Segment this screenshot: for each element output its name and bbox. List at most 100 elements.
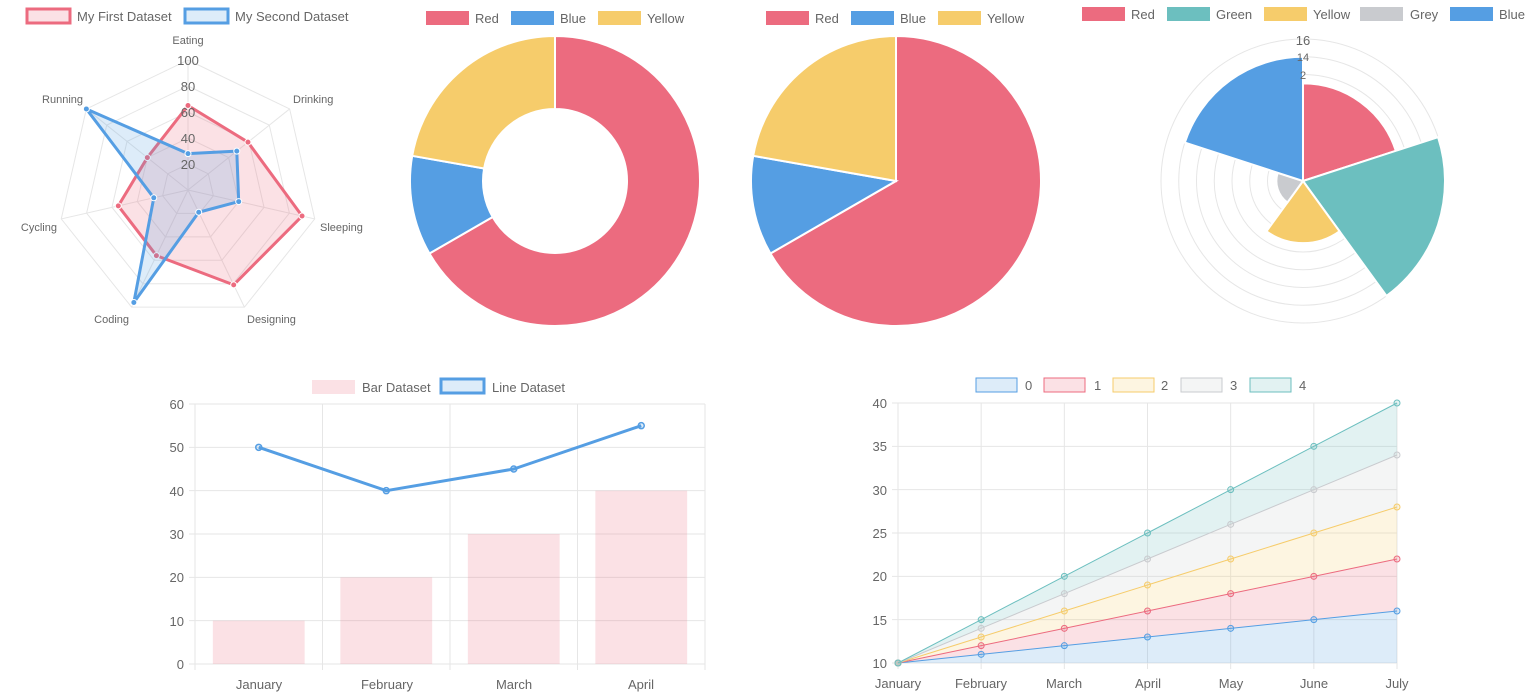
stacked-area-chart: 0 1 2 3 4 10 15 20 25 30 35 40 January F… [873, 377, 1409, 691]
legend-label-red[interactable]: Red [815, 11, 839, 26]
legend-swatch-3[interactable] [1180, 377, 1223, 393]
y-tick-40: 40 [873, 396, 887, 411]
radar-point-labels: Eating Drinking Sleeping Designing Codin… [21, 35, 363, 326]
legend-swatch-1[interactable] [1043, 377, 1086, 393]
radar-label-sleeping: Sleeping [320, 222, 363, 234]
bar-line-chart: Bar Dataset Line Dataset 0 10 20 30 40 5… [170, 377, 706, 692]
bar-january [212, 620, 305, 664]
area-point-4 [977, 616, 985, 624]
legend-swatch-0[interactable] [975, 377, 1018, 393]
legend-label-yellow[interactable]: Yellow [1313, 7, 1351, 22]
area-point-0 [1144, 633, 1151, 641]
bar-march [467, 534, 560, 664]
legend-label-blue[interactable]: Blue [560, 11, 586, 26]
x-tick-april: April [1135, 676, 1161, 691]
legend-label-0[interactable]: 0 [1025, 378, 1032, 393]
radar-spoke [131, 189, 189, 308]
line-dataset-path [258, 424, 642, 493]
area-point-3 [977, 624, 985, 632]
radar-chart: My First Dataset My Second Dataset 20 40… [21, 7, 363, 326]
legend-swatch-line-dataset[interactable] [439, 377, 486, 395]
legend-label-4[interactable]: 4 [1299, 378, 1306, 393]
polar-tick-14: 14 [1297, 52, 1309, 64]
legend-label-blue[interactable]: Blue [1499, 7, 1525, 22]
radar-point [152, 252, 160, 260]
legend-label-yellow[interactable]: Yellow [647, 11, 685, 26]
y-tick-50: 50 [170, 440, 184, 455]
line-point-january [255, 443, 263, 452]
legend-label-3[interactable]: 3 [1230, 378, 1237, 393]
radar-point [114, 202, 122, 210]
radar-grid-ring [162, 163, 214, 214]
area-x-ticks: January February March April May June Ju… [875, 676, 1409, 691]
radar-point [230, 281, 238, 289]
bar-line-marks [212, 421, 688, 664]
bar-line-grid [189, 403, 706, 670]
area-point-4 [1227, 486, 1235, 494]
y-tick-10: 10 [873, 656, 887, 671]
y-tick-15: 15 [873, 613, 887, 628]
area-point-0 [1393, 607, 1401, 615]
bar-line-y-ticks: 0 10 20 30 40 50 60 [170, 397, 184, 672]
legend-swatch-blue[interactable] [851, 11, 894, 25]
area-point-4 [1144, 529, 1151, 537]
legend-swatch-my-second-dataset[interactable] [183, 7, 230, 25]
legend-swatch-blue[interactable] [511, 11, 554, 25]
legend-swatch-yellow[interactable] [598, 11, 641, 25]
legend-label-blue[interactable]: Blue [900, 11, 926, 26]
bar-april [595, 490, 688, 664]
area-line-3 [897, 454, 1398, 664]
y-tick-20: 20 [873, 569, 887, 584]
legend-label-line-dataset[interactable]: Line Dataset [492, 380, 565, 395]
legend-label-1[interactable]: 1 [1094, 378, 1101, 393]
polar-slice-red [1302, 82, 1398, 183]
polar-slice-yellow [1265, 179, 1341, 245]
legend-swatch-blue[interactable] [1450, 7, 1493, 21]
radar-point [143, 154, 151, 162]
radar-label-drinking: Drinking [293, 94, 333, 106]
area-line-0 [897, 610, 1398, 664]
radar-label-eating: Eating [172, 35, 203, 47]
area-point-3 [1227, 520, 1235, 528]
area-point-4 [1393, 399, 1401, 407]
legend-swatch-grey[interactable] [1360, 7, 1403, 21]
legend-label-red[interactable]: Red [1131, 7, 1155, 22]
legend-swatch-2[interactable] [1112, 377, 1155, 393]
legend-label-red[interactable]: Red [475, 11, 499, 26]
radar-series [82, 102, 306, 306]
legend-label-yellow[interactable]: Yellow [987, 11, 1025, 26]
legend-label-my-first-dataset[interactable]: My First Dataset [77, 9, 172, 24]
legend-label-2[interactable]: 2 [1161, 378, 1168, 393]
area-legend: 0 1 2 3 4 [975, 377, 1306, 393]
legend-label-green[interactable]: Green [1216, 7, 1252, 22]
legend-swatch-red[interactable] [426, 11, 469, 25]
legend-swatch-green[interactable] [1167, 7, 1210, 21]
legend-swatch-yellow[interactable] [1264, 7, 1307, 21]
radar-spoke [61, 189, 189, 220]
legend-label-bar-dataset[interactable]: Bar Dataset [362, 380, 431, 395]
doughnut-slice-yellow [411, 34, 556, 170]
legend-swatch-bar-dataset[interactable] [312, 380, 355, 394]
legend-swatch-red[interactable] [1082, 7, 1125, 21]
area-point-1 [1310, 572, 1318, 580]
legend-label-grey[interactable]: Grey [1410, 7, 1439, 22]
area-point-1 [1060, 624, 1068, 632]
area-point-4 [1060, 572, 1068, 580]
area-point-2 [1393, 503, 1401, 511]
area-point-4 [1310, 442, 1318, 450]
area-y-ticks: 10 15 20 25 30 35 40 [873, 396, 887, 671]
legend-label-my-second-dataset[interactable]: My Second Dataset [235, 9, 349, 24]
y-tick-35: 35 [873, 439, 887, 454]
area-point-0 [1310, 616, 1318, 624]
x-tick-july: July [1385, 676, 1409, 691]
radar-grid-ring [136, 137, 240, 238]
legend-swatch-my-first-dataset[interactable] [25, 7, 72, 25]
doughnut-legend: Red Blue Yellow [426, 11, 685, 26]
legend-swatch-red[interactable] [766, 11, 809, 25]
area-line-4 [897, 402, 1398, 664]
x-tick-june: June [1300, 676, 1328, 691]
radar-label-coding: Coding [94, 314, 129, 326]
pie-slice-blue [750, 154, 899, 255]
legend-swatch-yellow[interactable] [938, 11, 981, 25]
legend-swatch-4[interactable] [1249, 377, 1292, 393]
